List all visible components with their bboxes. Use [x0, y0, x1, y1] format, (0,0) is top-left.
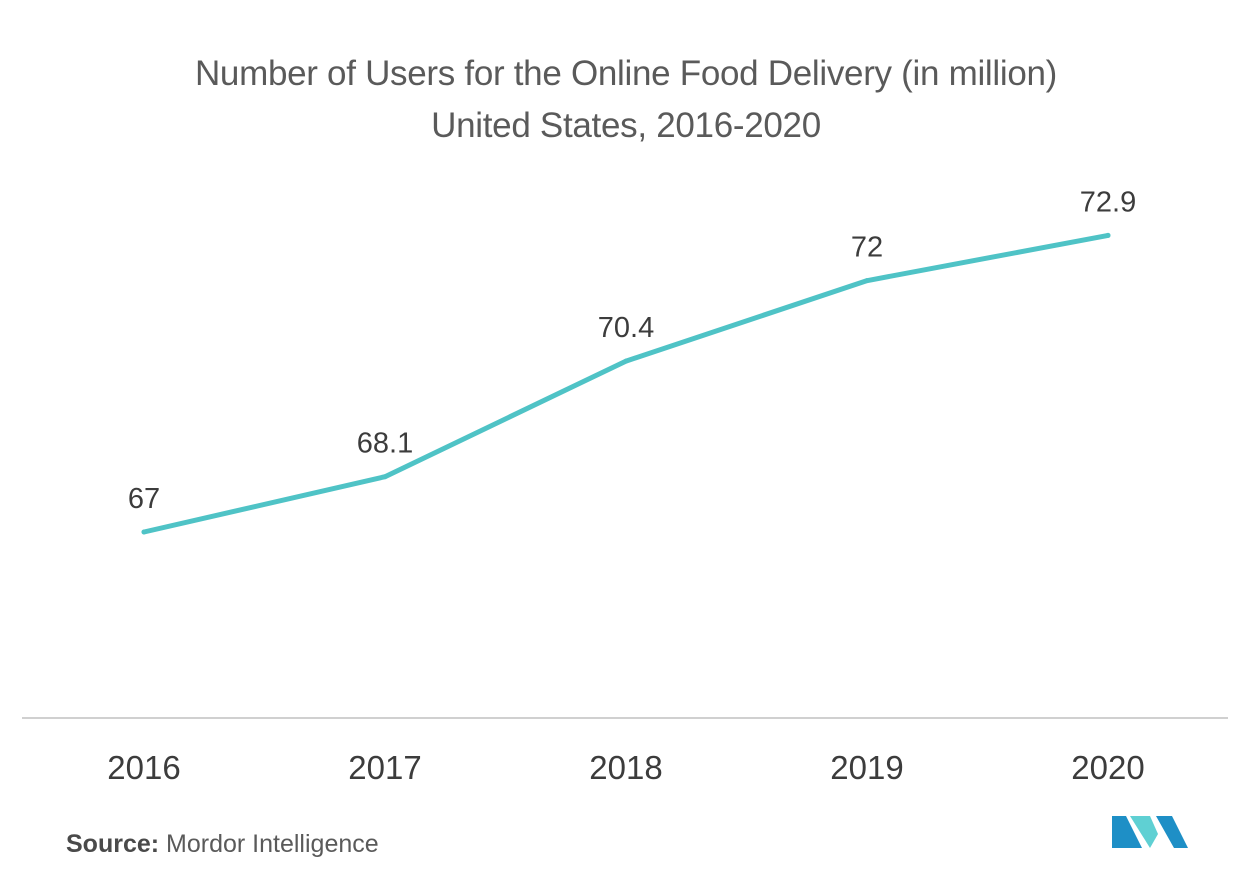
- data-label-2017: 68.1: [357, 428, 413, 460]
- x-tick-labels: 2016 2017 2018 2019 2020: [107, 749, 1144, 786]
- source-value: Mordor Intelligence: [166, 830, 379, 858]
- logo-shape-right: [1156, 816, 1188, 848]
- data-labels: 67 68.1 70.4 72 72.9: [128, 186, 1136, 515]
- source-note: Source: Mordor Intelligence: [66, 830, 379, 859]
- chart-title-line2: United States, 2016-2020: [431, 106, 821, 145]
- mordor-intelligence-logo-icon: [1112, 816, 1188, 848]
- data-point-2019: [864, 278, 870, 284]
- x-tick-label-2018: 2018: [589, 749, 662, 786]
- data-label-2019: 72: [851, 232, 883, 264]
- source-key: Source:: [66, 830, 160, 858]
- data-point-2016: [141, 529, 147, 535]
- data-points: [141, 232, 1111, 535]
- x-tick-label-2017: 2017: [348, 749, 421, 786]
- data-point-2017: [382, 474, 388, 480]
- logo-shape-left: [1112, 816, 1142, 848]
- x-tick-label-2019: 2019: [830, 749, 903, 786]
- series-line: [141, 232, 1111, 535]
- chart-title-line1: Number of Users for the Online Food Deli…: [194, 54, 1058, 93]
- data-label-2016: 67: [128, 483, 160, 515]
- x-tick-label-2020: 2020: [1071, 749, 1144, 786]
- logo-shape-middle: [1130, 816, 1158, 848]
- data-label-2018: 70.4: [598, 312, 654, 344]
- data-label-2020: 72.9: [1080, 186, 1136, 218]
- data-point-2018: [623, 358, 629, 364]
- x-tick-label-2016: 2016: [107, 749, 180, 786]
- data-point-2020: [1105, 232, 1111, 238]
